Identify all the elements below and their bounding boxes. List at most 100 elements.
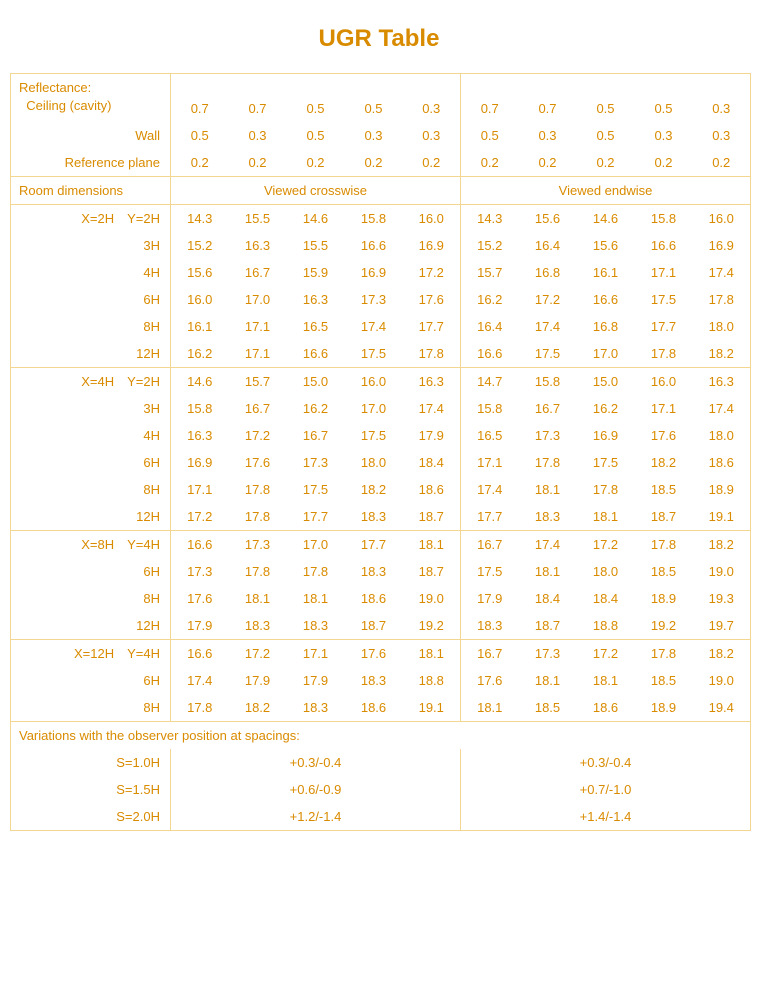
table-value: 15.9 <box>287 259 345 286</box>
table-value: 18.6 <box>345 694 403 722</box>
table-value: 19.0 <box>693 558 751 585</box>
wall-label: Wall <box>11 122 171 149</box>
table-value: 16.9 <box>171 449 229 476</box>
table-value: 17.1 <box>171 476 229 503</box>
variation-end: +0.7/-1.0 <box>461 776 751 803</box>
table-value: 16.7 <box>229 395 287 422</box>
table-value: 18.6 <box>577 694 635 722</box>
variations-title: Variations with the observer position at… <box>11 722 751 750</box>
table-value: 16.7 <box>519 395 577 422</box>
table-value: 17.9 <box>287 667 345 694</box>
table-value: 17.9 <box>171 612 229 640</box>
table-value: 19.0 <box>403 585 461 612</box>
table-value: 18.1 <box>519 667 577 694</box>
table-value: 14.6 <box>171 368 229 396</box>
table-value: 17.8 <box>519 449 577 476</box>
table-value: 18.4 <box>403 449 461 476</box>
table-value: 17.5 <box>577 449 635 476</box>
refplane-value: 0.2 <box>171 149 229 177</box>
variation-label: S=2.0H <box>11 803 171 831</box>
table-value: 18.2 <box>229 694 287 722</box>
table-value: 17.1 <box>229 313 287 340</box>
table-value: 16.3 <box>287 286 345 313</box>
table-value: 17.8 <box>635 340 693 368</box>
table-value: 18.4 <box>519 585 577 612</box>
table-value: 18.2 <box>693 640 751 668</box>
table-value: 18.6 <box>403 476 461 503</box>
wall-value: 0.3 <box>403 122 461 149</box>
wall-value: 0.5 <box>577 122 635 149</box>
table-value: 18.2 <box>635 449 693 476</box>
table-value: 19.7 <box>693 612 751 640</box>
table-value: 17.5 <box>345 422 403 449</box>
table-value: 17.3 <box>345 286 403 313</box>
table-value: 14.6 <box>287 205 345 233</box>
table-value: 17.9 <box>403 422 461 449</box>
table-value: 15.0 <box>287 368 345 396</box>
table-value: 17.8 <box>403 340 461 368</box>
table-value: 14.6 <box>577 205 635 233</box>
table-value: 19.3 <box>693 585 751 612</box>
table-value: 17.8 <box>287 558 345 585</box>
table-value: 17.6 <box>461 667 519 694</box>
table-value: 18.5 <box>635 476 693 503</box>
table-value: 17.6 <box>635 422 693 449</box>
refplane-value: 0.2 <box>229 149 287 177</box>
table-value: 17.3 <box>287 449 345 476</box>
table-value: 16.2 <box>461 286 519 313</box>
ceiling-label: Ceiling (cavity) <box>11 95 171 122</box>
viewed-endwise: Viewed endwise <box>461 177 751 205</box>
table-value: 17.8 <box>635 640 693 668</box>
row-label: 6H <box>11 449 171 476</box>
table-value: 17.0 <box>345 395 403 422</box>
wall-value: 0.5 <box>461 122 519 149</box>
table-value: 16.0 <box>635 368 693 396</box>
table-value: 15.7 <box>461 259 519 286</box>
row-label: 12H <box>11 503 171 531</box>
table-value: 18.1 <box>519 476 577 503</box>
table-value: 17.8 <box>693 286 751 313</box>
table-value: 18.7 <box>403 503 461 531</box>
page-title: UGR Table <box>10 25 748 53</box>
table-value: 17.2 <box>229 422 287 449</box>
table-value: 18.3 <box>519 503 577 531</box>
table-value: 17.3 <box>519 422 577 449</box>
table-value: 17.1 <box>287 640 345 668</box>
table-value: 15.6 <box>577 232 635 259</box>
variation-label: S=1.5H <box>11 776 171 803</box>
table-value: 16.7 <box>461 531 519 559</box>
table-value: 16.6 <box>577 286 635 313</box>
table-value: 17.2 <box>171 503 229 531</box>
table-value: 18.3 <box>287 694 345 722</box>
table-value: 14.3 <box>171 205 229 233</box>
table-value: 17.4 <box>693 259 751 286</box>
table-value: 18.6 <box>345 585 403 612</box>
table-value: 18.3 <box>345 503 403 531</box>
row-label: 6H <box>11 286 171 313</box>
table-value: 16.3 <box>403 368 461 396</box>
table-value: 16.6 <box>345 232 403 259</box>
table-value: 18.9 <box>635 585 693 612</box>
variation-cross: +0.3/-0.4 <box>171 749 461 776</box>
table-value: 17.4 <box>461 476 519 503</box>
table-value: 17.4 <box>345 313 403 340</box>
table-value: 16.7 <box>229 259 287 286</box>
table-value: 16.6 <box>171 531 229 559</box>
table-value: 18.2 <box>693 340 751 368</box>
table-value: 14.3 <box>461 205 519 233</box>
reflectance-lead: Reflectance: <box>11 74 171 96</box>
table-value: 15.8 <box>519 368 577 396</box>
row-label: X=12H Y=4H <box>11 640 171 668</box>
variation-end: +1.4/-1.4 <box>461 803 751 831</box>
table-value: 17.9 <box>461 585 519 612</box>
wall-value: 0.5 <box>287 122 345 149</box>
row-label: 8H <box>11 476 171 503</box>
table-value: 15.6 <box>519 205 577 233</box>
table-value: 15.2 <box>171 232 229 259</box>
row-label: X=2H Y=2H <box>11 205 171 233</box>
table-value: 17.0 <box>229 286 287 313</box>
table-value: 18.7 <box>635 503 693 531</box>
table-value: 17.4 <box>171 667 229 694</box>
ceiling-value: 0.5 <box>287 95 345 122</box>
row-label: 4H <box>11 422 171 449</box>
